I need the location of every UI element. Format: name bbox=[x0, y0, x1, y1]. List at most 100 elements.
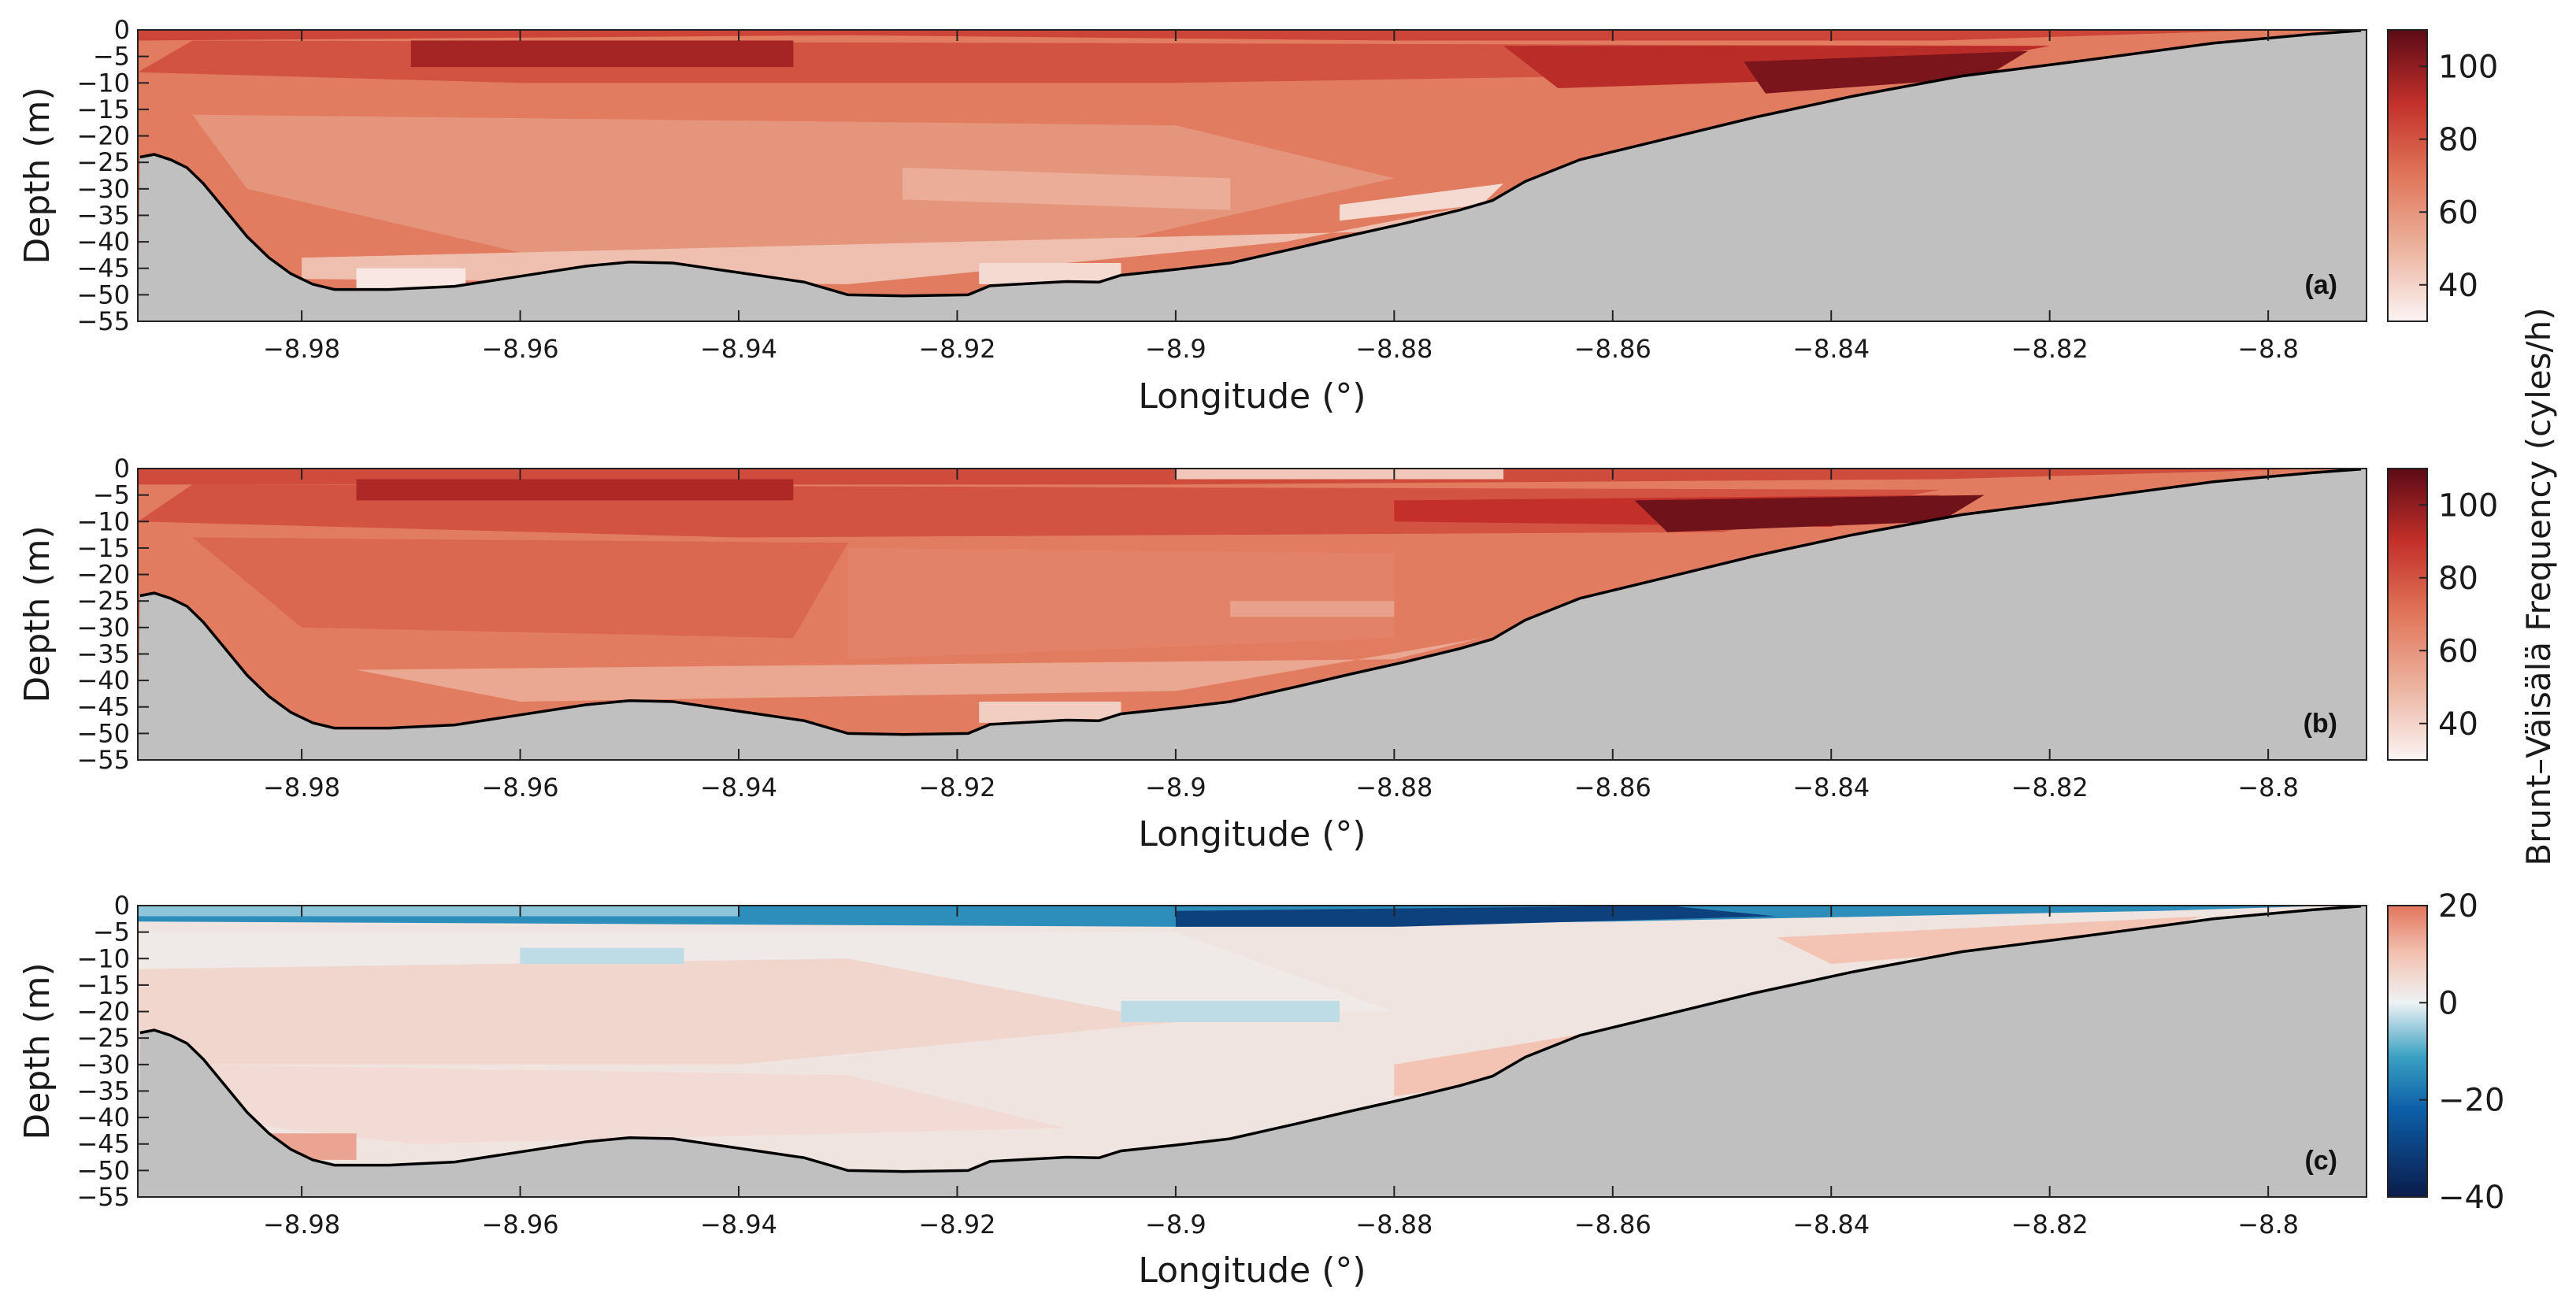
colorbar-tick-label: −20 bbox=[2438, 1083, 2504, 1119]
x-tick-label: −8.8 bbox=[2237, 1210, 2299, 1239]
colorbar-tick-label: 80 bbox=[2438, 561, 2478, 597]
x-tick-label: −8.88 bbox=[1355, 773, 1433, 802]
y-tick-label: −40 bbox=[76, 1102, 130, 1132]
x-tick-label: −8.8 bbox=[2237, 334, 2299, 364]
panel-a-contour-patch-4 bbox=[1744, 50, 2028, 94]
panel-a-colorbar bbox=[2387, 29, 2428, 322]
x-tick-label: −8.96 bbox=[482, 773, 559, 802]
y-tick-label: −55 bbox=[76, 306, 130, 336]
y-tick-label: −30 bbox=[76, 1050, 130, 1080]
panel-b-axes-box bbox=[137, 468, 2367, 761]
panel-c-contour-patch-2 bbox=[192, 1064, 1067, 1144]
x-tick-label: −8.84 bbox=[1792, 773, 1870, 802]
panel-c-y-ticks: 0−5−10−15−20−25−30−35−40−45−50−55 bbox=[76, 891, 149, 1212]
colorbar-tick-label: 80 bbox=[2438, 122, 2478, 158]
panel-a-contour-patch-2 bbox=[410, 40, 794, 68]
y-tick-label: 0 bbox=[114, 15, 130, 45]
y-tick-label: −5 bbox=[93, 917, 130, 947]
panel-b-x-axis-label: Longitude (°) bbox=[1138, 814, 1366, 854]
panel-b-seabed-line bbox=[139, 467, 2362, 736]
panel-b-contour-patch-8 bbox=[356, 638, 1482, 702]
colorbar-tick-label: 40 bbox=[2438, 706, 2478, 743]
panel-a-contour-patch-0 bbox=[138, 30, 2269, 41]
panel-c: −8.98 −8.96 −8.94 −8.92 −8.9 −8.88 −8.86 −8.84 −… bbox=[17, 888, 2504, 1291]
x-tick-label: −8.9 bbox=[1145, 334, 1206, 364]
y-tick-label: −55 bbox=[76, 1182, 130, 1212]
y-tick-label: −45 bbox=[76, 254, 130, 283]
panel-b-contour-patch-5 bbox=[1634, 495, 1985, 532]
x-tick-label: −8.86 bbox=[1574, 334, 1651, 364]
x-tick-label: −8.98 bbox=[263, 773, 340, 802]
x-tick-label: −8.86 bbox=[1574, 1210, 1651, 1239]
y-tick-label: −35 bbox=[76, 639, 130, 669]
y-tick-label: −40 bbox=[76, 227, 130, 257]
y-tick-label: −5 bbox=[93, 480, 130, 510]
panel-a: −8.98 −8.96 −8.94 −8.92 −8.9 −8.88 −8.86 −8.84 −… bbox=[17, 15, 2498, 417]
panel-a-contour-patch-5 bbox=[192, 114, 1395, 253]
y-tick-label: 0 bbox=[114, 454, 130, 484]
y-tick-label: −10 bbox=[76, 943, 130, 973]
panel-b-label: (b) bbox=[2304, 709, 2337, 739]
panel-a-x-ticks: −8.98 −8.96 −8.94 −8.92 −8.9 −8.88 −8.86 −8.84 −… bbox=[263, 30, 2299, 364]
x-tick-label: −8.94 bbox=[700, 334, 777, 364]
y-tick-label: −15 bbox=[76, 94, 130, 124]
y-tick-label: −20 bbox=[76, 997, 130, 1027]
shared-colorbar-label: Brunt–Väisälä Frequency (cyles/h) bbox=[2519, 307, 2558, 865]
x-tick-label: −8.92 bbox=[918, 1210, 995, 1239]
y-tick-label: −5 bbox=[93, 42, 130, 72]
y-tick-label: −10 bbox=[76, 68, 130, 98]
panel-a-contour-patch-8 bbox=[356, 268, 466, 290]
panel-b-contour-patch-7 bbox=[847, 547, 1395, 660]
panel-a-x-axis-label: Longitude (°) bbox=[1138, 376, 1366, 417]
colorbar-tick-label: 60 bbox=[2438, 633, 2478, 669]
x-tick-label: −8.82 bbox=[2011, 1210, 2089, 1239]
y-tick-label: −30 bbox=[76, 613, 130, 643]
panel-a-contour-patch-10 bbox=[1340, 183, 1504, 221]
x-tick-label: −8.88 bbox=[1355, 1210, 1433, 1239]
colorbar-tick-label: 40 bbox=[2438, 268, 2478, 304]
panel-b-x-ticks: −8.98 −8.96 −8.94 −8.92 −8.9 −8.88 −8.86 −8.84 −… bbox=[263, 469, 2299, 802]
y-tick-label: 0 bbox=[114, 891, 130, 921]
panel-b-contour-patch-9 bbox=[979, 702, 1121, 723]
panel-c-colorbar bbox=[2387, 905, 2428, 1198]
panel-c-contour-patch-10 bbox=[1175, 906, 1777, 927]
colorbar-tick-label: −40 bbox=[2438, 1180, 2504, 1216]
panel-c-contour-patch-3 bbox=[1394, 1032, 1591, 1097]
panel-b-colorbar bbox=[2387, 468, 2428, 761]
x-tick-label: −8.98 bbox=[263, 1210, 340, 1239]
colorbar-tick-label: 20 bbox=[2438, 888, 2478, 924]
y-tick-label: −45 bbox=[76, 1129, 130, 1159]
colorbar-tick-label: 100 bbox=[2438, 49, 2498, 85]
panel-a-contour-patch-6 bbox=[903, 167, 1231, 210]
x-tick-label: −8.9 bbox=[1145, 773, 1206, 802]
x-tick-label: −8.94 bbox=[700, 773, 777, 802]
panel-a-seabed-line bbox=[139, 28, 2362, 298]
panel-c-contour-patch-7 bbox=[1121, 1001, 1340, 1022]
panel-a-axes-box bbox=[137, 29, 2367, 322]
colorbar-tick-label: 60 bbox=[2438, 195, 2478, 231]
x-tick-label: −8.8 bbox=[2237, 773, 2299, 802]
y-tick-label: −20 bbox=[76, 560, 130, 590]
panel-a-contour-patch-7 bbox=[302, 199, 1504, 284]
y-tick-label: −25 bbox=[76, 1023, 130, 1053]
y-tick-label: −20 bbox=[76, 121, 130, 151]
panel-b-contour-patch-3 bbox=[356, 479, 794, 501]
x-tick-label: −8.96 bbox=[482, 334, 559, 364]
colorbar-tick-label: 0 bbox=[2438, 985, 2458, 1021]
x-tick-label: −8.84 bbox=[1792, 334, 1870, 364]
panel-b-contour-patch-10 bbox=[1230, 601, 1395, 617]
x-tick-label: −8.98 bbox=[263, 334, 340, 364]
y-tick-label: −35 bbox=[76, 200, 130, 230]
panel-b-contour-patch-6 bbox=[192, 537, 848, 639]
y-tick-label: −50 bbox=[76, 280, 130, 309]
y-tick-label: −30 bbox=[76, 174, 130, 204]
y-tick-label: −50 bbox=[76, 1155, 130, 1185]
panel-c-seabed-land bbox=[138, 906, 2367, 1197]
x-tick-label: −8.92 bbox=[918, 773, 995, 802]
panel-c-axes-box bbox=[137, 905, 2367, 1198]
panel-a-seabed-land bbox=[138, 30, 2367, 321]
panel-c-contour-patch-4 bbox=[1776, 916, 2203, 964]
panel-a-label: (a) bbox=[2304, 270, 2337, 300]
y-tick-label: −55 bbox=[76, 745, 130, 775]
x-tick-label: −8.94 bbox=[700, 1210, 777, 1239]
